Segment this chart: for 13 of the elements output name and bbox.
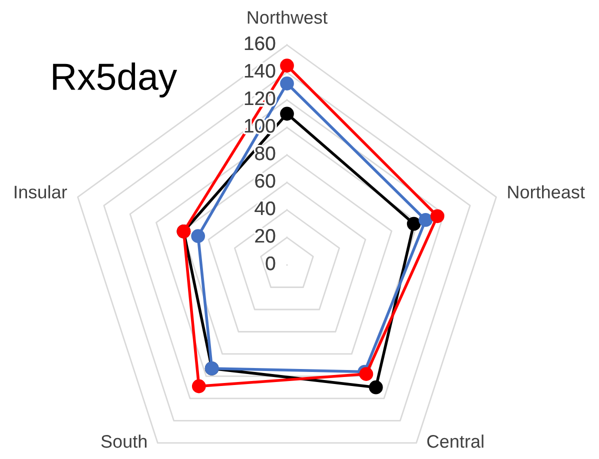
- spoke-label: South: [101, 434, 146, 448]
- spoke-label: Northeast: [508, 185, 585, 198]
- y-tick-label: 140: [244, 64, 276, 78]
- y-tick-label: 20: [255, 228, 276, 243]
- y-tick-label: 40: [254, 201, 276, 216]
- y-tick-label: 160: [244, 36, 276, 50]
- y-tick-label: 60: [255, 174, 276, 188]
- spoke-label: Insular: [14, 185, 68, 198]
- spoke-label: Northwest: [248, 10, 328, 24]
- y-tick-label: 0: [266, 256, 276, 270]
- y-tick-label: 80: [255, 146, 276, 160]
- text: Rx5day: [53, 62, 178, 98]
- spoke-label: Central: [427, 434, 484, 448]
